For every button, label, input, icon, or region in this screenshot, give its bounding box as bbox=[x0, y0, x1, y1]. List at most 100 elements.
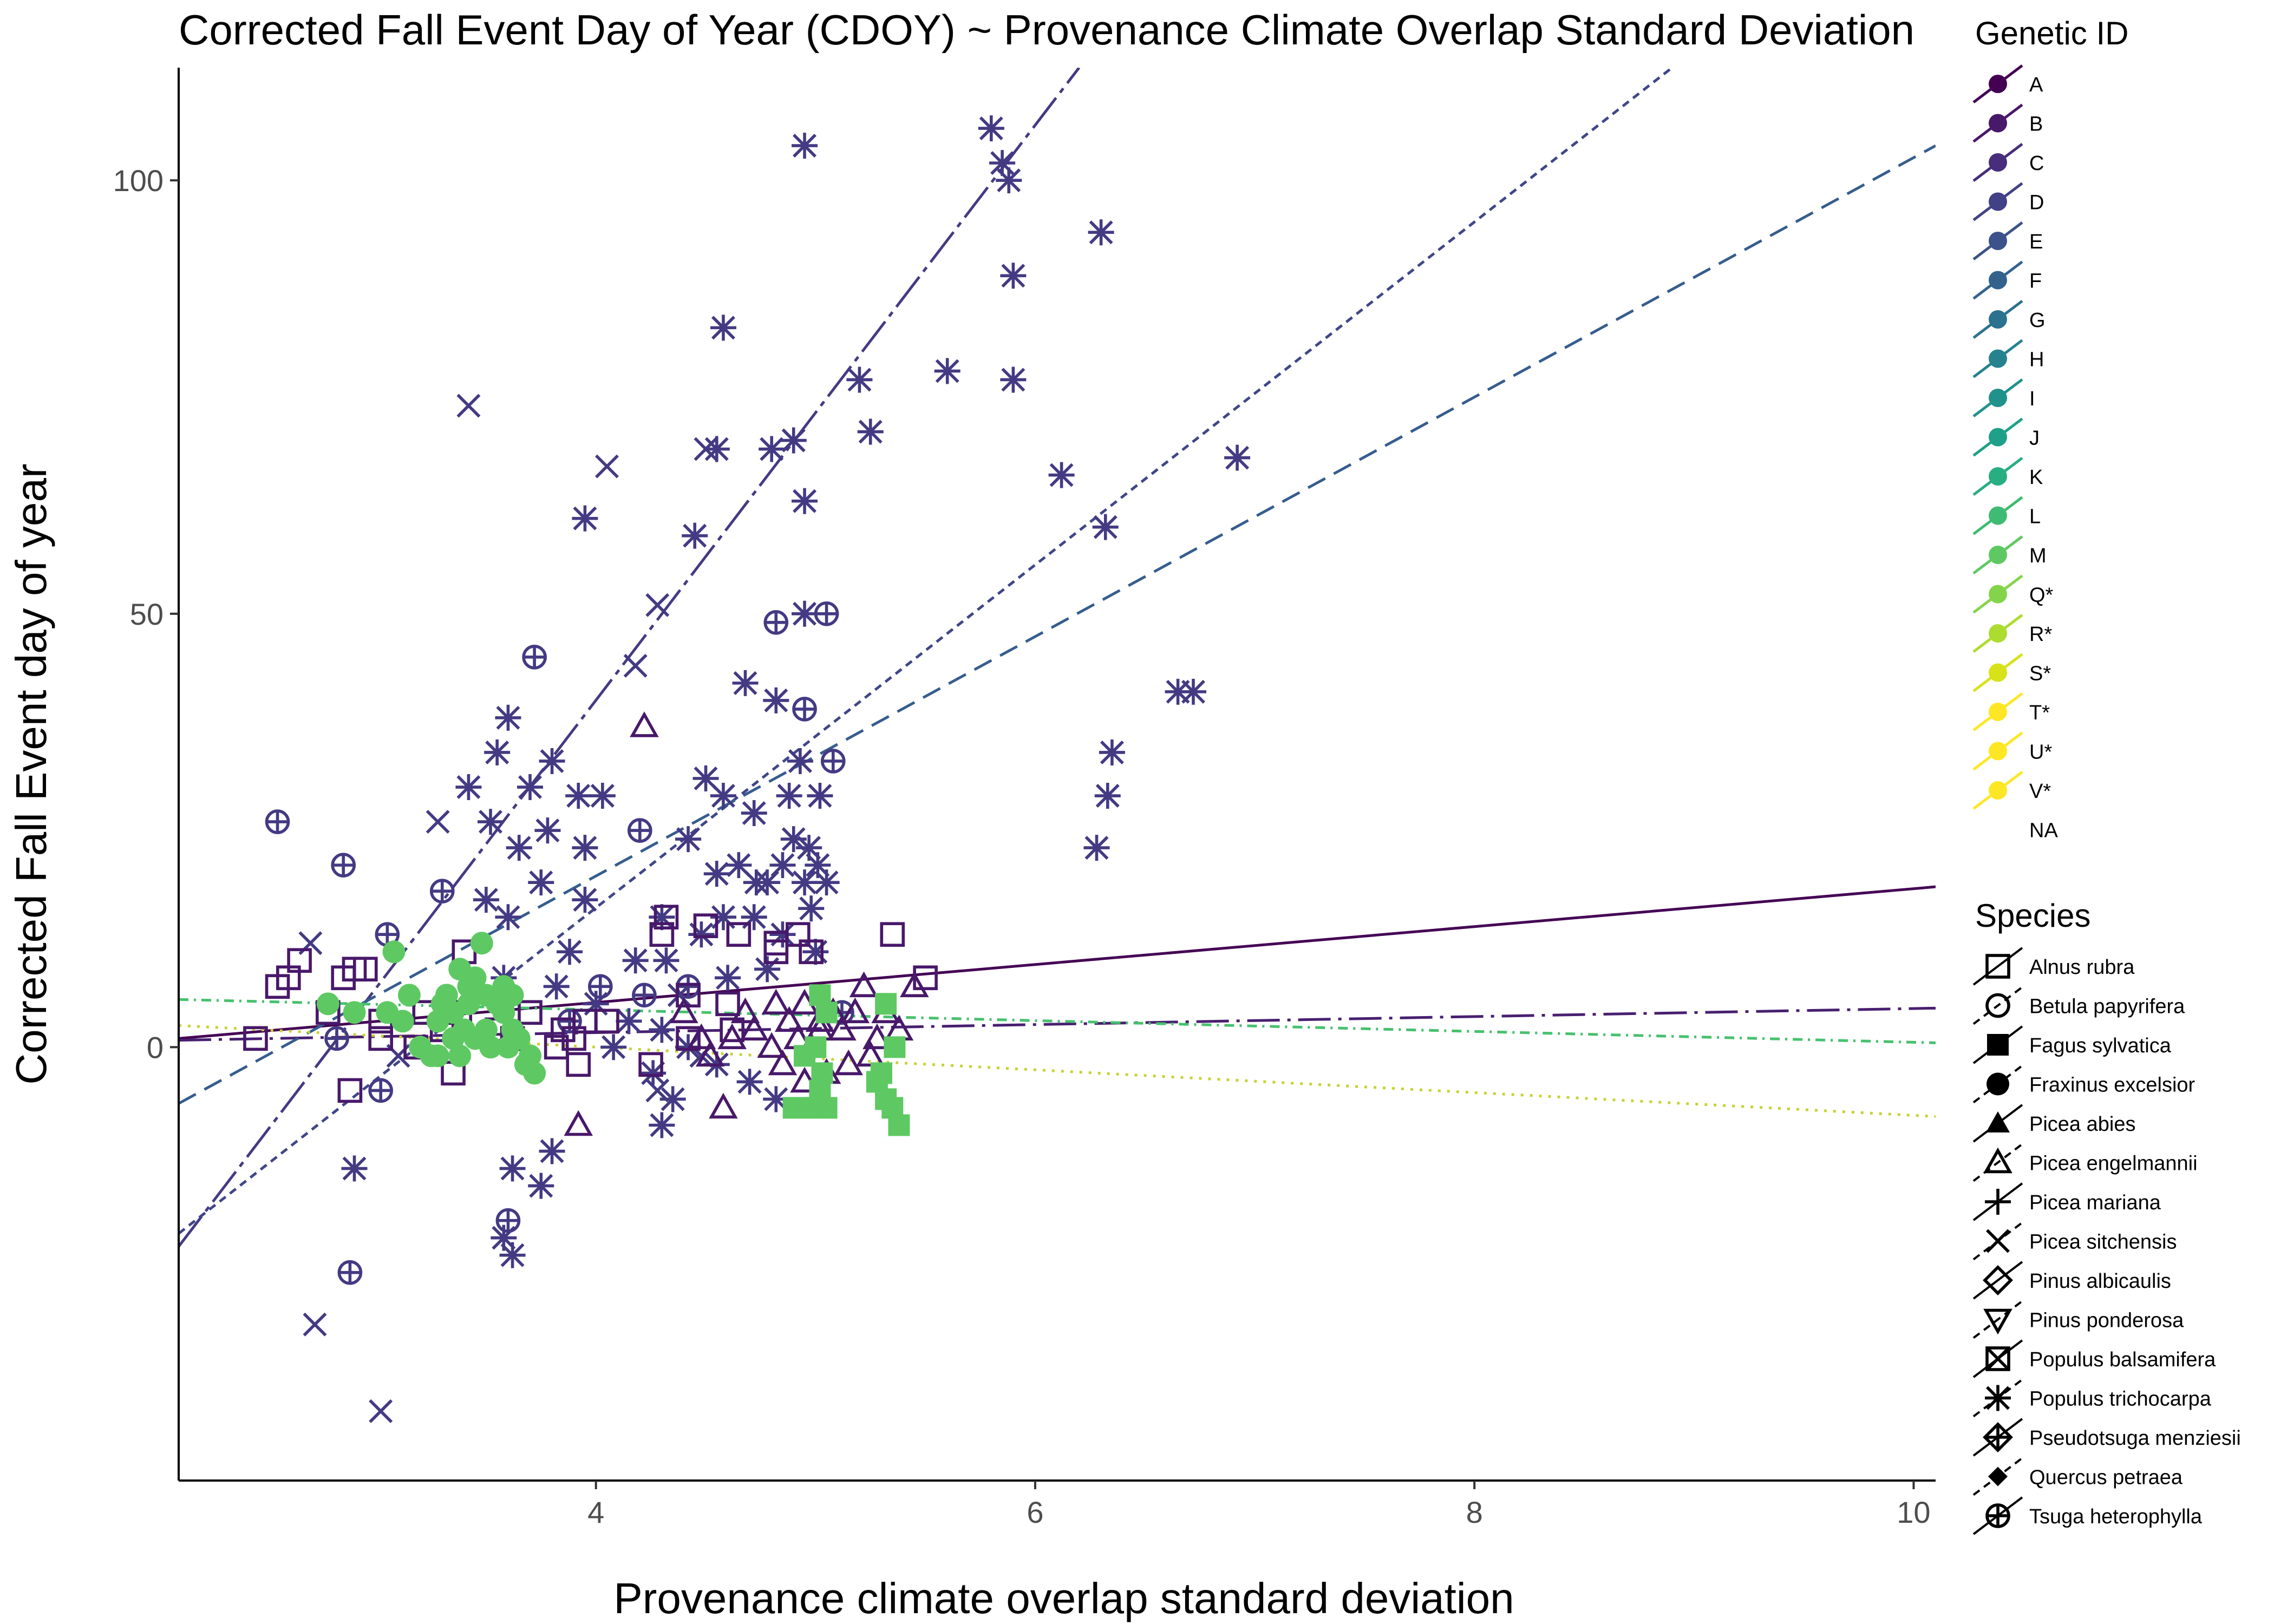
legend-key-shape bbox=[1985, 954, 2010, 979]
legend-species-label: Fraxinus excelsior bbox=[2029, 1074, 2195, 1097]
data-point bbox=[798, 895, 825, 922]
data-point bbox=[456, 394, 481, 418]
data-point bbox=[352, 957, 378, 982]
legend-key-line bbox=[1972, 1300, 2023, 1339]
data-point bbox=[1224, 444, 1251, 471]
legend-genetic-item: D bbox=[1972, 182, 2044, 221]
legend-species: Species Alnus rubra Betula papyrifera Fagu… bbox=[1972, 898, 2241, 1535]
data-point bbox=[649, 1112, 675, 1138]
legend-genetic-label: I bbox=[2029, 388, 2035, 410]
legend-species-item: Pinus ponderosa bbox=[1972, 1300, 2184, 1339]
data-point bbox=[649, 1017, 675, 1043]
legend-genetic-label: U* bbox=[2029, 741, 2052, 764]
legend-key-line bbox=[1972, 1143, 2023, 1182]
data-point bbox=[1048, 462, 1075, 488]
legend-key-shape bbox=[1985, 993, 2010, 1018]
legend-species-item: Picea abies bbox=[1972, 1104, 2135, 1143]
data-point bbox=[875, 993, 897, 1015]
data-point bbox=[654, 905, 679, 930]
legend-key-dot bbox=[1989, 742, 2007, 761]
legend-key-shape bbox=[1985, 1346, 2010, 1371]
legend-genetic-label: T* bbox=[2029, 702, 2050, 724]
x-axis-title: Provenance climate overlap standard devi… bbox=[613, 1574, 1514, 1622]
legend-species-item: Picea engelmannii bbox=[1972, 1143, 2198, 1182]
data-point bbox=[732, 670, 759, 696]
legend-genetic-label: J bbox=[2029, 427, 2040, 450]
legend-key-dot bbox=[1989, 153, 2007, 172]
data-point bbox=[792, 600, 818, 627]
legend-species-label: Picea engelmannii bbox=[2029, 1152, 2198, 1175]
legend-key-shape bbox=[1985, 1385, 2011, 1411]
legend-species-label: Populus trichocarpa bbox=[2029, 1388, 2212, 1411]
data-point bbox=[820, 749, 846, 774]
legend-species-label: Populus balsamifera bbox=[2029, 1348, 2216, 1371]
data-point bbox=[710, 904, 736, 931]
data-point bbox=[528, 869, 554, 896]
data-point bbox=[484, 739, 511, 765]
data-point bbox=[675, 826, 702, 853]
data-point bbox=[805, 852, 831, 879]
data-point bbox=[736, 1069, 763, 1095]
y-ticks: 0 50 100 bbox=[113, 163, 179, 1064]
series-tsuga-heterophylla bbox=[265, 601, 854, 1285]
legend-species-title: Species bbox=[1975, 898, 2090, 934]
data-point bbox=[862, 1023, 892, 1050]
data-point bbox=[501, 984, 524, 1007]
data-point bbox=[474, 1018, 498, 1042]
data-point bbox=[287, 948, 312, 973]
data-point bbox=[693, 913, 718, 939]
legend-key-shape bbox=[1983, 1308, 2012, 1335]
legend-genetic-item: I bbox=[1972, 378, 2035, 417]
data-point bbox=[544, 1034, 569, 1060]
data-point bbox=[761, 988, 791, 1015]
legend-species-label: Picea sitchensis bbox=[2029, 1231, 2177, 1254]
data-point bbox=[792, 869, 818, 896]
data-point bbox=[695, 1040, 725, 1067]
legend-genetic-label: B bbox=[2029, 113, 2043, 136]
legend-species-label: Fagus sylvatica bbox=[2029, 1034, 2172, 1057]
data-point bbox=[763, 687, 789, 713]
legend-key-dot bbox=[1989, 428, 2007, 447]
data-point bbox=[1083, 835, 1110, 861]
legend-key-line bbox=[1972, 986, 2023, 1025]
legend-genetic-item: J bbox=[1972, 417, 2040, 457]
fit-line-h bbox=[179, 144, 1936, 1105]
data-point bbox=[528, 1173, 554, 1199]
data-point bbox=[572, 505, 598, 532]
legend-genetic-item: B bbox=[1972, 103, 2043, 143]
legend-genetic-item: H bbox=[1972, 339, 2044, 378]
data-point bbox=[996, 167, 1022, 194]
legend-key-dot bbox=[1989, 703, 2007, 721]
data-point bbox=[382, 940, 406, 964]
legend-species-item: Pinus albicaulis bbox=[1972, 1261, 2171, 1300]
legend-species-item: Pseudotsuga menziesii bbox=[1972, 1418, 2241, 1457]
legend-genetic-label: M bbox=[2029, 545, 2047, 567]
data-point bbox=[757, 1032, 786, 1058]
data-point bbox=[496, 1036, 520, 1059]
legend-genetic-label: K bbox=[2029, 466, 2043, 489]
data-point bbox=[630, 711, 659, 737]
data-point bbox=[834, 1049, 863, 1076]
data-point bbox=[495, 1208, 521, 1233]
legend-species-item: Tsuga heterophylla bbox=[1972, 1496, 2203, 1535]
legend-species-label: Quercus petraea bbox=[2029, 1466, 2183, 1489]
data-point bbox=[978, 115, 1004, 142]
data-point bbox=[632, 983, 657, 1008]
data-point bbox=[557, 939, 583, 965]
legend-genetic-label: S* bbox=[2029, 663, 2051, 685]
data-point bbox=[243, 1026, 268, 1051]
legend-species-label: Picea mariana bbox=[2029, 1191, 2161, 1214]
data-point bbox=[1180, 678, 1206, 705]
data-point bbox=[638, 1052, 663, 1077]
legend-key-dot bbox=[1989, 467, 2007, 486]
data-point bbox=[534, 817, 561, 844]
y-tick-label: 100 bbox=[113, 163, 164, 198]
data-point bbox=[455, 774, 482, 801]
data-point bbox=[754, 956, 781, 983]
data-point bbox=[703, 436, 730, 462]
legend-key-dot bbox=[1989, 114, 2007, 133]
legend-species-item: Populus balsamifera bbox=[1972, 1339, 2216, 1378]
data-point bbox=[391, 1010, 414, 1033]
data-point bbox=[594, 1009, 619, 1034]
